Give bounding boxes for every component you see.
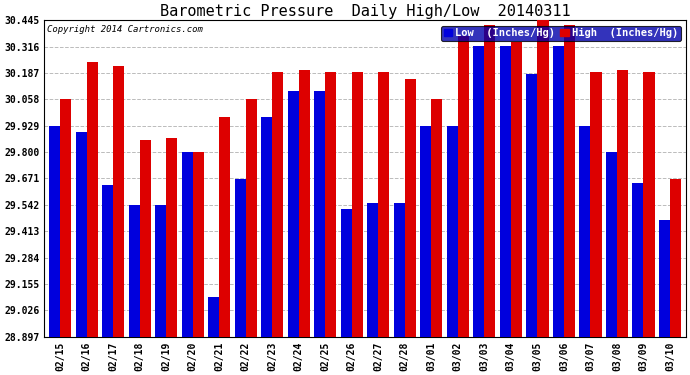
Bar xyxy=(394,203,405,337)
Bar xyxy=(659,219,670,337)
Bar xyxy=(299,70,310,337)
Bar xyxy=(431,99,442,337)
Bar xyxy=(420,126,431,337)
Bar xyxy=(139,140,151,337)
Bar xyxy=(580,126,591,337)
Bar xyxy=(87,62,98,337)
Bar xyxy=(564,26,575,337)
Bar xyxy=(261,117,273,337)
Bar xyxy=(617,70,628,337)
Bar xyxy=(538,19,549,337)
Bar xyxy=(341,209,352,337)
Bar xyxy=(166,138,177,337)
Bar xyxy=(155,205,166,337)
Bar xyxy=(288,91,299,337)
Bar xyxy=(219,117,230,337)
Bar xyxy=(484,26,495,337)
Bar xyxy=(632,183,643,337)
Bar xyxy=(352,72,363,337)
Bar xyxy=(553,46,564,337)
Bar xyxy=(378,72,389,337)
Bar xyxy=(235,178,246,337)
Bar xyxy=(181,152,193,337)
Bar xyxy=(367,203,378,337)
Bar xyxy=(60,99,71,337)
Bar xyxy=(670,178,681,337)
Bar xyxy=(49,126,60,337)
Bar xyxy=(113,66,124,337)
Bar xyxy=(500,46,511,337)
Bar xyxy=(102,185,113,337)
Bar xyxy=(446,126,458,337)
Bar xyxy=(193,152,204,337)
Bar xyxy=(405,78,416,337)
Bar xyxy=(526,75,538,337)
Bar xyxy=(76,132,87,337)
Bar xyxy=(128,205,139,337)
Bar xyxy=(606,152,617,337)
Bar xyxy=(208,297,219,337)
Bar xyxy=(273,72,284,337)
Bar xyxy=(325,72,337,337)
Bar xyxy=(314,91,325,337)
Legend: Low  (Inches/Hg), High  (Inches/Hg): Low (Inches/Hg), High (Inches/Hg) xyxy=(441,26,680,41)
Bar xyxy=(246,99,257,337)
Bar xyxy=(473,46,484,337)
Title: Barometric Pressure  Daily High/Low  20140311: Barometric Pressure Daily High/Low 20140… xyxy=(160,4,571,19)
Bar xyxy=(511,42,522,337)
Text: Copyright 2014 Cartronics.com: Copyright 2014 Cartronics.com xyxy=(48,25,204,34)
Bar xyxy=(458,36,469,337)
Bar xyxy=(643,72,655,337)
Bar xyxy=(591,72,602,337)
